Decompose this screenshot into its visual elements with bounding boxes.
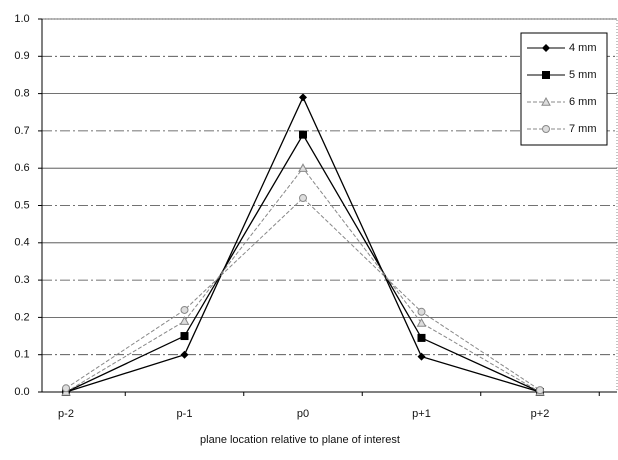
series-line bbox=[65, 197, 541, 391]
marker bbox=[416, 317, 427, 327]
marker bbox=[541, 96, 551, 106]
marker bbox=[180, 332, 189, 341]
y-tick-label: 0.6 bbox=[14, 162, 29, 174]
y-tick-label: 0.7 bbox=[14, 125, 29, 137]
x-tick-label: p-2 bbox=[58, 408, 74, 420]
y-tick-label: 1.0 bbox=[14, 13, 29, 25]
series-line bbox=[65, 95, 541, 393]
marker bbox=[542, 44, 550, 52]
legend-label: 6 mm bbox=[569, 96, 597, 108]
x-tick-label: p+2 bbox=[531, 408, 550, 420]
x-tick-label: p0 bbox=[297, 408, 309, 420]
marker bbox=[299, 194, 307, 203]
y-tick-label: 0.3 bbox=[14, 274, 29, 286]
x-tick-label: p+1 bbox=[412, 408, 431, 420]
legend-label: 7 mm bbox=[569, 123, 597, 135]
legend-box bbox=[520, 32, 608, 146]
marker bbox=[536, 386, 544, 395]
legend-label: 5 mm bbox=[569, 69, 597, 81]
y-tick-label: 0.4 bbox=[14, 237, 29, 249]
marker bbox=[299, 130, 307, 139]
marker bbox=[180, 350, 189, 359]
series-line bbox=[65, 133, 541, 393]
marker bbox=[417, 307, 426, 316]
y-tick-label: 0.2 bbox=[14, 311, 29, 323]
marker bbox=[62, 384, 70, 393]
legend-label: 4 mm bbox=[569, 42, 597, 54]
x-axis-label: plane location relative to plane of inte… bbox=[200, 434, 400, 446]
y-tick-label: 0.5 bbox=[14, 199, 29, 211]
marker bbox=[298, 163, 308, 172]
marker bbox=[417, 333, 426, 342]
marker bbox=[180, 305, 189, 314]
y-tick-label: 0.9 bbox=[14, 50, 29, 62]
marker bbox=[542, 125, 550, 133]
y-tick-label: 0.0 bbox=[14, 386, 29, 398]
marker bbox=[179, 316, 190, 325]
x-tick-label: p-1 bbox=[177, 408, 193, 420]
y-tick-label: 0.8 bbox=[14, 88, 29, 100]
y-tick-label: 0.1 bbox=[14, 349, 29, 361]
marker bbox=[542, 71, 550, 79]
marker bbox=[299, 93, 307, 102]
marker bbox=[417, 352, 426, 361]
